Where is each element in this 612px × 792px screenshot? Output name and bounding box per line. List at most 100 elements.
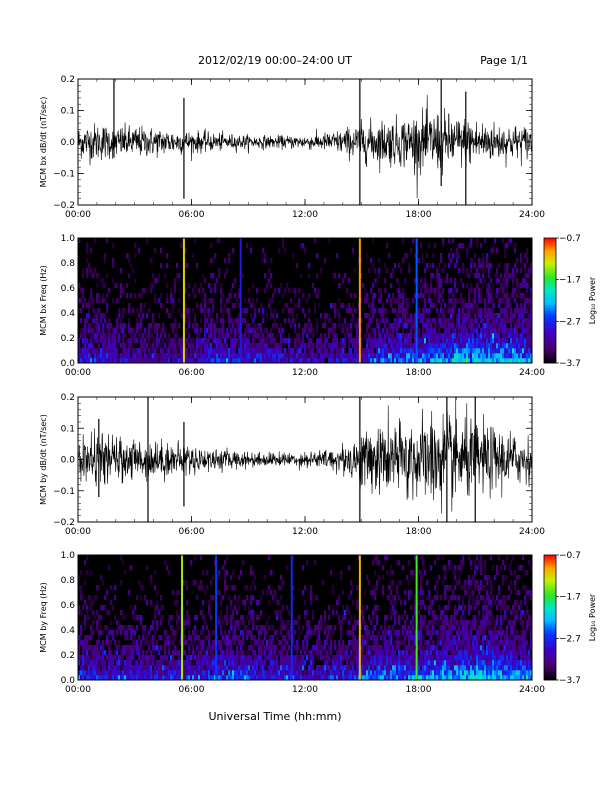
colorbar-label: Log₁₀ Power [588,276,597,324]
y-tick-label: 0.0 [61,359,76,369]
colorbar-cell [544,244,556,247]
colorbar-cell [544,621,556,625]
colorbar-cell [544,605,556,608]
colorbar-cell [544,648,556,652]
colorbar-cell [544,592,556,595]
colorbar: −0.7 −1.7 −2.7 −3.7 Log₁₀ Power [543,551,597,686]
plot-frame [77,237,533,364]
y-tick-label: 0.2 [61,651,75,661]
colorbar: −0.7 −1.7 −2.7 −3.7 Log₁₀ Power [543,234,597,369]
colorbar-cell [544,310,556,314]
colorbar-cell [544,667,556,670]
colorbar-cell [544,250,556,253]
colorbar-cell [544,655,556,658]
colorbar-cell [544,588,556,591]
colorbar-cell [544,288,556,291]
colorbar-cell [544,346,556,349]
panel-by-spectrogram: 00:00 06:00 12:00 18:00 24:00 0.0 0.2 0.4 0.6 0.8… [39,551,597,695]
y-tick-label: −0.1 [53,170,75,180]
colorbar-frame [543,554,557,681]
x-tick-label: 06:00 [179,685,205,695]
y-tick-label: 0.1 [61,424,75,434]
colorbar-cell [544,665,556,668]
colorbar-cell [544,269,556,272]
colorbar-cell [544,238,556,241]
colorbar-cell [544,258,556,262]
x-tick-label: 06:00 [179,210,205,220]
colorbar-cell [544,619,556,622]
colorbar-cell [544,342,556,345]
colorbar-cell [544,659,556,662]
series-line [78,397,532,514]
colorbar-cell [544,644,556,647]
colorbar-cell [544,275,556,278]
x-tick-label: 12:00 [292,210,318,220]
colorbar-cell [544,306,556,310]
colorbar-cell [544,617,556,620]
colorbar-cell [544,327,556,330]
x-tick-label: 24:00 [519,210,545,220]
colorbar-cell [544,298,556,301]
y-tick-label: 1.0 [61,551,76,561]
colorbar-frame [543,237,557,364]
colorbar-cell [544,285,556,289]
colorbar-cell [544,615,556,618]
colorbar-tick-label: −0.7 [559,234,581,244]
colorbar-cell [544,600,556,604]
colorbar-cell [544,602,556,606]
y-axis-label: MCM bx dB/dt (nT/sec) [39,97,48,188]
colorbar-cell [544,571,556,575]
colorbar-cell [544,584,556,587]
colorbar-cell [544,304,556,308]
colorbar-cell [544,292,556,295]
colorbar-tick-label: −3.7 [559,359,581,369]
universal-time-label: Universal Time (hh:mm) [209,710,342,723]
colorbar-cell [544,279,556,283]
colorbar-cell [544,323,556,326]
colorbar-cell [544,360,556,364]
y-tick-label: −0.2 [53,201,75,211]
panel-by-timeseries: 00:00 06:00 12:00 18:00 24:00 −0.2 −0.1 0.0 0.1 0… [39,393,545,537]
colorbar-cell [544,636,556,639]
panel-bx-spectrogram: 00:00 06:00 12:00 18:00 24:00 0.0 0.2 0.4 0.6 0.8… [39,234,597,378]
colorbar-cell [544,613,556,616]
colorbar-cell [544,565,556,568]
x-tick-label: 18:00 [406,685,432,695]
y-axis-label: MCM bx Freq (Hz) [39,265,48,335]
colorbar-cell [544,675,556,679]
colorbar-cell [544,350,556,353]
y-tick-label: 0.2 [61,75,75,85]
colorbar-cell [544,559,556,562]
colorbar-cell [544,582,556,585]
colorbar-cell [544,267,556,270]
colorbar-cell [544,256,556,260]
colorbar-cell [544,569,556,572]
x-tick-label: 12:00 [292,685,318,695]
colorbar-cell [544,677,556,681]
colorbar-cell [544,344,556,347]
x-tick-label: 06:00 [179,368,205,378]
colorbar-cell [544,319,556,322]
colorbar-cell [544,265,556,268]
colorbar-cell [544,646,556,650]
colorbar-cell [544,277,556,280]
colorbar-cell [544,555,556,558]
colorbar-cell [544,335,556,339]
colorbar-cell [544,650,556,654]
colorbar-cell [544,661,556,664]
colorbar-cell [544,630,556,633]
colorbar-cell [544,315,556,318]
x-tick-label: 12:00 [292,368,318,378]
colorbar-cell [544,246,556,249]
colorbar-cell [544,271,556,274]
y-tick-label: −0.1 [53,487,75,497]
x-tick-label: 18:00 [406,527,432,537]
spectrogram-cells [78,555,533,681]
colorbar-cell [544,358,556,362]
x-tick-label: 24:00 [519,527,545,537]
y-axis-label: MCM by dB/dt (nT/sec) [39,414,48,505]
x-tick-label: 12:00 [292,527,318,537]
colorbar-cell [544,248,556,251]
panel-bx-timeseries: 00:00 06:00 12:00 18:00 24:00 −0.2 −0.1 0.0 0.1 0… [39,75,545,220]
colorbar-tick-label: −1.7 [559,276,581,286]
